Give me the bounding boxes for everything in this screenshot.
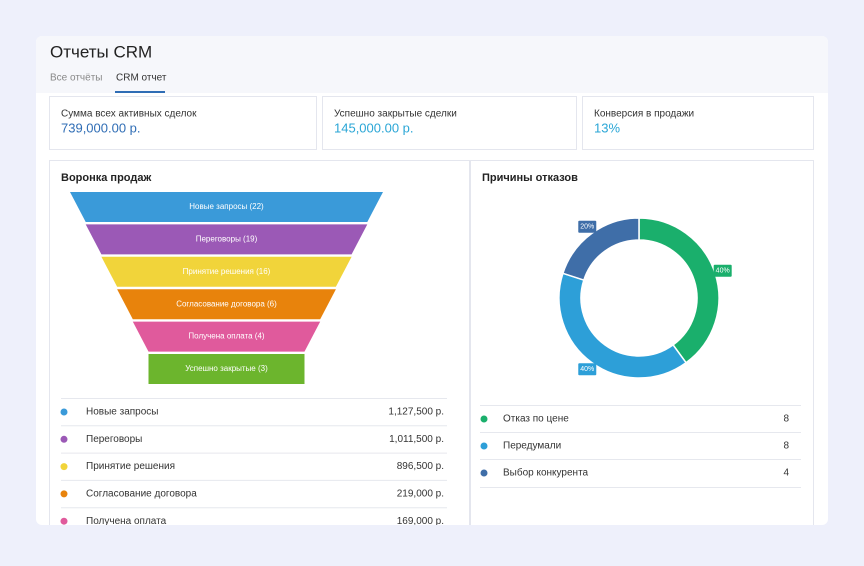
- value-label: 20%: [580, 224, 594, 231]
- legend-dot: [60, 517, 68, 525]
- donut-slice: [561, 217, 640, 282]
- panel: [470, 160, 814, 525]
- legend-dot: [480, 469, 488, 477]
- row-amount: 1,127,500 р.: [388, 407, 444, 418]
- stat-value: 13%: [594, 120, 620, 135]
- funnel-stage: [70, 192, 383, 222]
- value-label: 40%: [580, 366, 594, 373]
- legend-name: Выбор конкурента: [503, 467, 589, 479]
- row-name: Переговоры: [86, 434, 142, 445]
- card: Отчеты CRM Все отчёты CRM отчет Сумма вс…: [36, 36, 828, 527]
- row-amount: 896,500 р.: [397, 461, 444, 472]
- legend-count: 8: [783, 414, 789, 425]
- funnel-label: Принятие решения (16): [183, 267, 271, 276]
- header-bg: [36, 36, 828, 93]
- funnel-label: Получена оплата (4): [188, 332, 264, 341]
- funnel-stage: [101, 256, 352, 287]
- legend-dot: [480, 415, 488, 423]
- panel-title: Причины отказов: [482, 172, 578, 184]
- tab[interactable]: Все отчёты: [50, 73, 102, 84]
- legend-count: 4: [783, 468, 789, 479]
- page-title: Отчеты CRM: [50, 42, 152, 61]
- row-amount: 1,011,500 р.: [389, 434, 444, 445]
- stat-card: [322, 96, 577, 150]
- stat-card: [49, 96, 317, 150]
- legend-dot: [60, 463, 68, 471]
- stat-value: 739,000.00 р.: [61, 120, 141, 135]
- value-label: 40%: [716, 268, 730, 275]
- stat-label: Конверсия в продажи: [594, 109, 694, 120]
- tab-active[interactable]: CRM отчет: [116, 73, 167, 84]
- funnel-label: Успешно закрытые (3): [185, 364, 268, 373]
- value-label-bg: [578, 363, 597, 376]
- funnel-stage: [132, 321, 321, 352]
- funnel-stage: [85, 224, 368, 255]
- value-label-bg: [713, 264, 732, 277]
- stat-label: Сумма всех активных сделок: [61, 109, 197, 120]
- stat-card: [582, 96, 814, 150]
- row-amount: 219,000 р.: [397, 489, 444, 500]
- legend-dot: [60, 490, 68, 498]
- row-name: Принятие решения: [86, 461, 175, 472]
- row-name: Согласование договора: [86, 489, 197, 500]
- legend-dot: [60, 408, 68, 416]
- funnel-label: Согласование договора (6): [176, 299, 277, 308]
- row-name: Новые запросы: [86, 407, 159, 418]
- legend-name: Передумали: [503, 441, 561, 452]
- row-amount: 169,000 р.: [397, 516, 444, 527]
- funnel-label: Новые запросы (22): [189, 202, 264, 211]
- legend-name: Отказ по цене: [503, 414, 569, 425]
- value-label-bg: [578, 220, 597, 233]
- row-name: Получена оплата: [86, 516, 167, 527]
- funnel-label: Переговоры (19): [196, 235, 258, 244]
- funnel-stage: [148, 354, 305, 384]
- stat-label: Успешно закрытые сделки: [334, 109, 457, 120]
- legend-dot: [480, 442, 488, 450]
- funnel-stage: [117, 289, 336, 320]
- legend-dot: [60, 435, 68, 443]
- stat-value: 145,000.00 р.: [334, 120, 414, 135]
- panel-title: Воронка продаж: [61, 172, 151, 184]
- legend-count: 8: [783, 441, 789, 452]
